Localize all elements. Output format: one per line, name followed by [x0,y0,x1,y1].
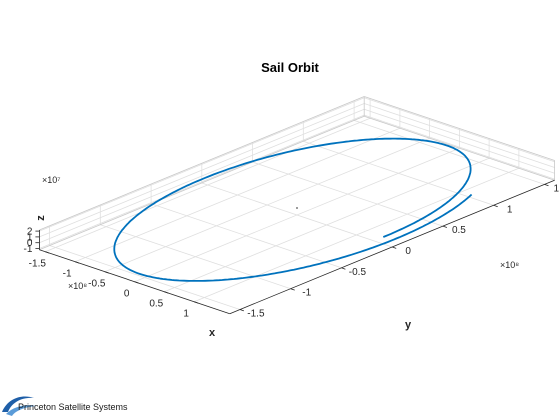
x-tick-label: -1.5 [29,259,47,270]
y-exponent-label: ×10⁸ [500,260,519,270]
z-axis-label: z [35,215,47,221]
x-tick-label: -1 [63,269,72,280]
y-tick-label: 0 [405,246,411,257]
floor-grid-line-y [303,140,494,206]
grid-layer [39,96,555,310]
y-tick-label: -0.5 [349,267,367,278]
z-tick-label: 0 [27,238,33,249]
floor-grid-line-y [353,120,545,185]
z-tick-label: 1 [27,232,33,243]
orbit-line [113,137,473,282]
x-axis-tick [104,271,109,274]
x-tick-label: -0.5 [88,279,106,290]
floor-grid-line-y [49,245,241,310]
z-exponent-label: ×10⁷ [42,175,61,185]
floor-grid-line-y [150,203,342,269]
chart-title: Sail Orbit [261,60,319,75]
x-tick-label: 1 [183,309,189,320]
floor-grid-line-y [252,161,444,227]
back-wall-grid-line-z [39,97,365,232]
x-axis-tick [45,251,50,254]
x-axis-tick [134,281,139,284]
y-tick-label: 1 [507,204,513,215]
y-axis-tick [239,309,245,312]
y-axis-tick [442,225,448,228]
series-layer [113,137,473,282]
box-edge [39,115,365,251]
box-edge [364,115,555,181]
footer: Princeton Satellite Systems [0,392,200,418]
x-axis-tick [164,291,169,294]
y-axis-label: y [405,319,412,331]
z-tick-label: 2 [27,227,33,238]
company-name: Princeton Satellite Systems [18,402,128,412]
y-axis-tick [341,267,346,270]
y-axis-tick [290,288,295,291]
box-edge [39,96,365,231]
y-tick-label: 1.5 [554,183,560,194]
y-axis-tick [544,184,549,187]
z-tick-label: -1 [23,244,32,255]
pss-swoosh-logo-icon [2,396,36,416]
y-tick-label: 0.5 [452,225,466,236]
back-wall-grid-line-z [39,108,365,244]
x-tick-label: 0 [124,289,130,300]
floor-grid-line-y [201,182,393,248]
y-tick-label: -1 [302,288,311,299]
side-wall-grid-line-z [364,97,555,163]
side-wall-grid-line-z [364,103,555,168]
side-wall-grid-line-z [364,114,555,180]
y-tick-label: -1.5 [247,309,265,320]
x-axis-label: x [209,327,216,339]
box-edge [364,96,555,161]
x-axis-tick [74,261,80,264]
center-marker [296,207,298,209]
side-wall-grid-line-z [364,108,555,174]
x-axis-tick [193,301,199,304]
back-wall-grid-line-z [39,103,365,238]
y-axis-tick [392,246,397,249]
floor-grid-line-y [100,224,291,290]
y-axis-line [229,179,555,315]
back-wall-grid-line-z [39,114,365,249]
x-exponent-label: ×10⁸ [68,281,87,291]
y-axis-tick [493,204,498,208]
x-tick-label: 0.5 [149,299,163,310]
